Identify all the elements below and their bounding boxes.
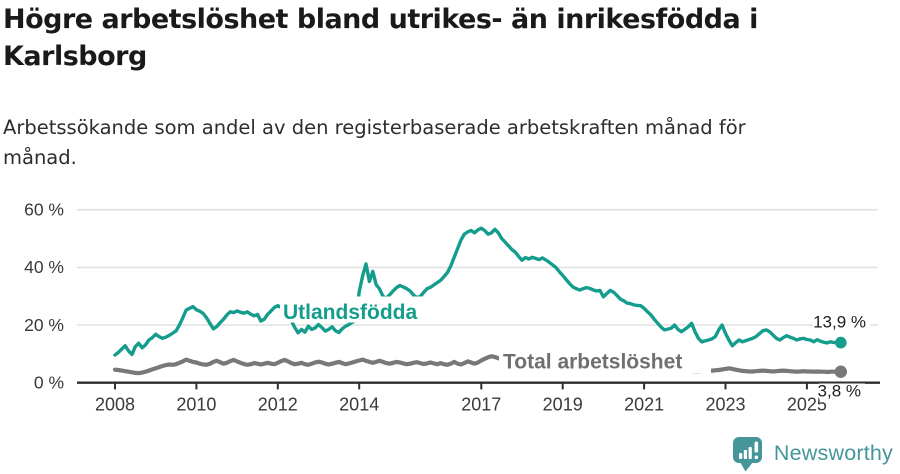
- series-label-utlandsfodda: Utlandsfödda: [283, 301, 417, 324]
- x-tick-label: 2012: [258, 395, 298, 415]
- label-halo: [499, 348, 711, 373]
- x-tick-label: 2019: [543, 395, 583, 415]
- y-tick-label: 40 %: [24, 257, 64, 277]
- subtitle-line-2: månad.: [3, 146, 77, 169]
- x-tick-label: 2014: [339, 395, 379, 415]
- label-halo: [819, 383, 865, 400]
- x-axis-ticks: [114, 382, 808, 390]
- x-tick-label: 2010: [176, 395, 216, 415]
- newsworthy-pin-icon: [732, 436, 762, 471]
- x-axis-labels: 2008 2010 2012 2014 2017 2019 2021 2023 …: [95, 395, 827, 415]
- x-tick-label: 2008: [95, 395, 135, 415]
- y-tick-label: 60 %: [24, 200, 64, 220]
- x-tick-label: 2021: [624, 395, 664, 415]
- label-halo: [813, 311, 870, 330]
- x-tick-label: 2025: [787, 395, 827, 415]
- y-axis-labels: 0 % 20 % 40 % 60 %: [24, 200, 64, 393]
- newsworthy-logo: Newsworthy: [728, 433, 893, 473]
- title-line-2: Karlsborg: [3, 41, 147, 72]
- end-value-labels: 13,9 % 3,8 %: [813, 311, 870, 401]
- subtitle-line-1: Arbetssökande som andel av den registerb…: [3, 116, 746, 139]
- unemployment-line-chart: 2008 2010 2012 2014 2017 2019 2021 2023 …: [24, 200, 880, 415]
- gridlines: [77, 208, 878, 326]
- chart-subtitle: Arbetssökande som andel av den registerb…: [3, 113, 883, 173]
- y-tick-label: 0 %: [34, 373, 64, 393]
- x-tick-label: 2023: [705, 395, 745, 415]
- newsworthy-wordmark: Newsworthy: [773, 440, 893, 465]
- series-line-total: [112, 354, 843, 376]
- page-title: Högre arbetslöshet bland utrikes- än inr…: [3, 1, 897, 75]
- end-dots-layer: [834, 336, 847, 378]
- title-line-1: Högre arbetslöshet bland utrikes- än inr…: [3, 4, 758, 35]
- end-value-label-utlandsfodda: 13,9 %: [813, 313, 866, 332]
- x-tick-label: 2017: [461, 395, 501, 415]
- series-line-utlandsfodda: [113, 226, 843, 357]
- y-tick-label: 20 %: [24, 315, 64, 335]
- end-dot-total: [834, 365, 847, 378]
- series-layer: [112, 226, 843, 376]
- end-value-label-total: 3,8 %: [818, 382, 861, 401]
- label-halo: [280, 296, 432, 323]
- series-labels: Utlandsfödda Total arbetslöshet: [280, 296, 711, 374]
- end-dot-utlandsfodda: [835, 336, 847, 349]
- series-label-total-arbetsloshet: Total arbetslöshet: [503, 351, 682, 374]
